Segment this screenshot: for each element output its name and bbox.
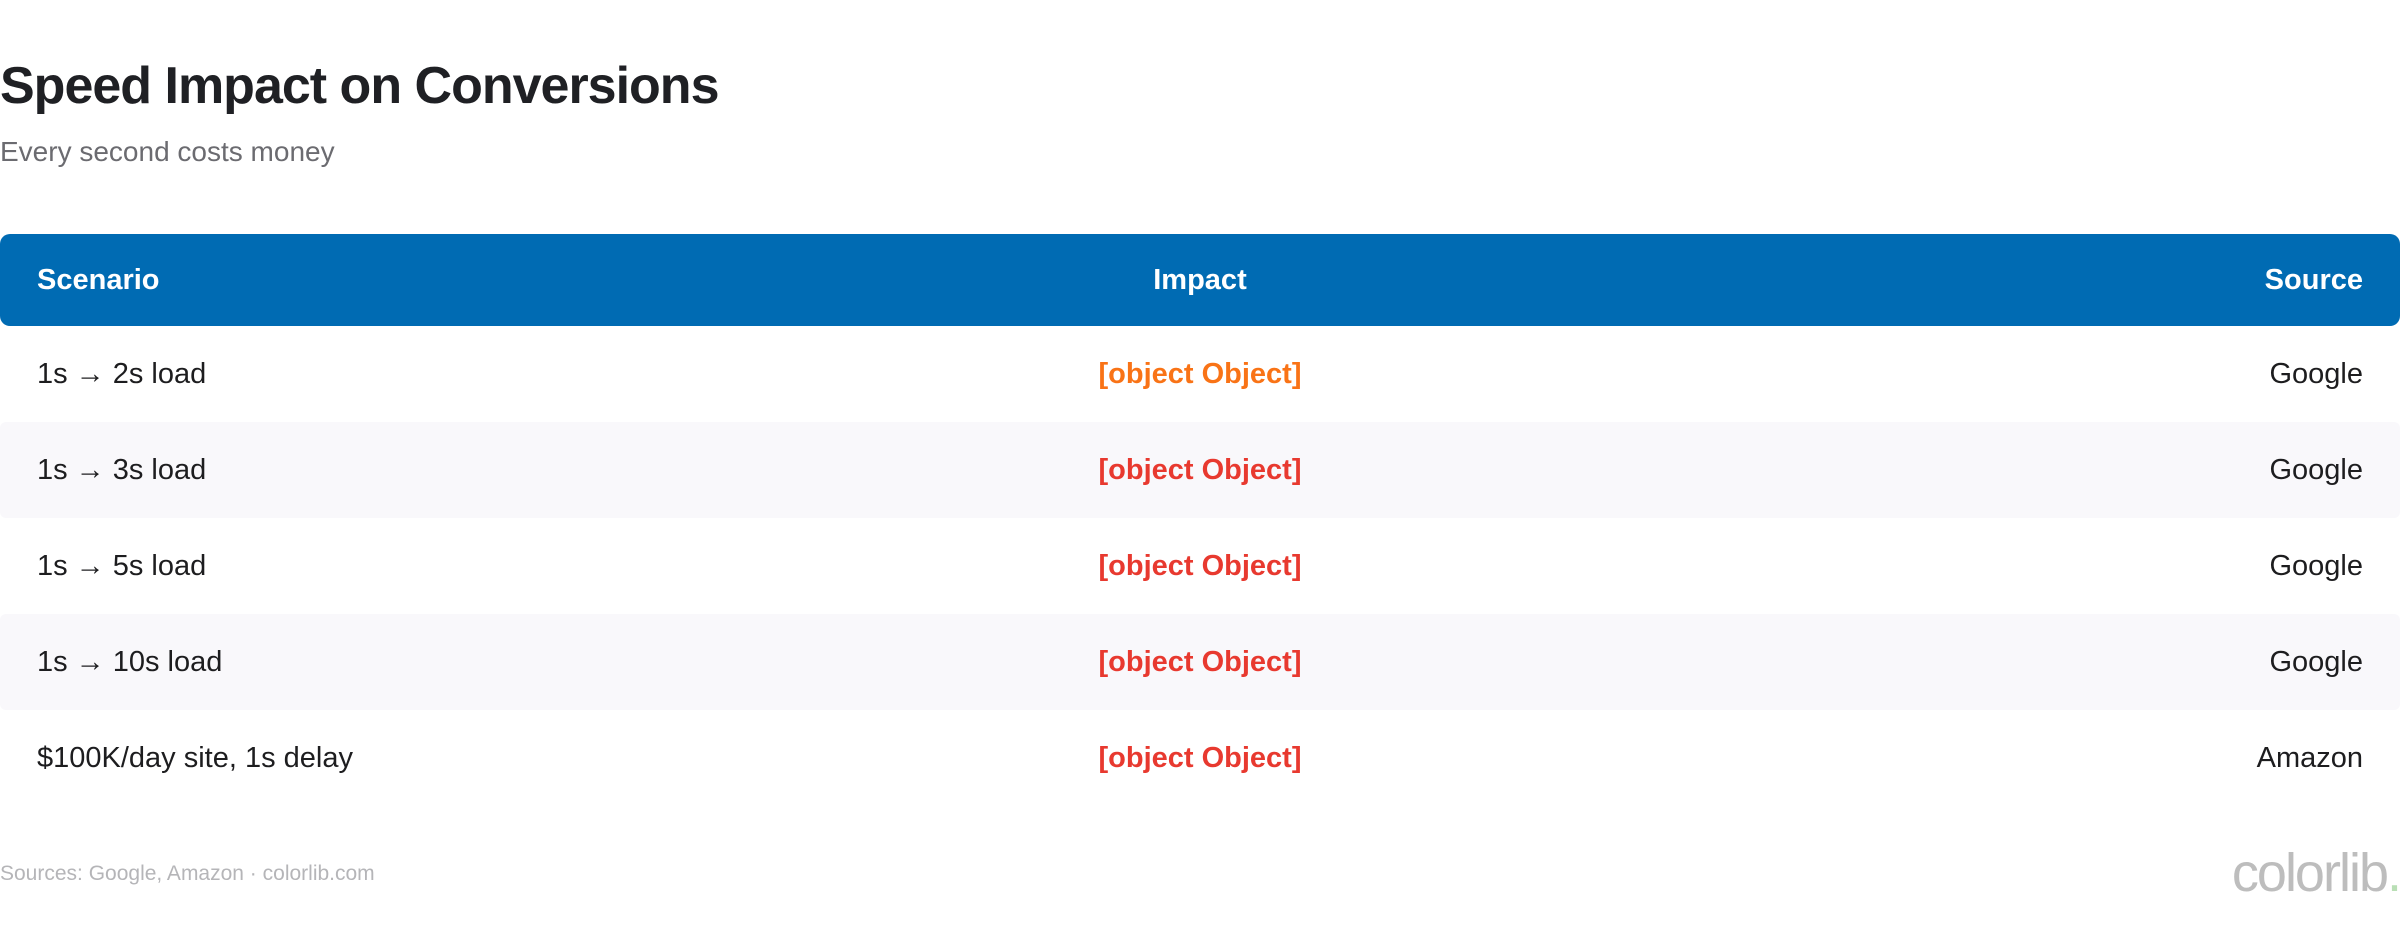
table-header: Scenario Impact Source: [0, 234, 2400, 326]
cell-impact: [object Object]: [1098, 645, 1302, 678]
table-row: 1s → 10s load [object Object] Google: [0, 614, 2400, 710]
cell-source: Google: [2269, 357, 2363, 390]
cell-impact: [object Object]: [1098, 741, 1302, 774]
cell-source: Google: [2269, 549, 2363, 582]
header-source: Source: [2264, 263, 2363, 296]
cell-scenario: 1s → 2s load: [37, 357, 207, 390]
page-subtitle: Every second costs money: [0, 136, 335, 167]
table-row: 1s → 2s load [object Object] Google: [0, 326, 2400, 422]
cell-source: Amazon: [2256, 741, 2363, 774]
cell-source: Google: [2269, 453, 2363, 486]
impact-table: Scenario Impact Source 1s → 2s load [obje…: [0, 234, 2400, 806]
footer-sources: Sources: Google, Amazon · colorlib.com: [0, 862, 375, 885]
cell-source: Google: [2269, 645, 2363, 678]
cell-scenario: 1s → 10s load: [37, 645, 223, 678]
colorlib-logo: colorlib.: [2232, 842, 2400, 904]
cell-impact: [object Object]: [1098, 453, 1302, 486]
cell-impact: [object Object]: [1098, 357, 1302, 390]
table-row: $100K/day site, 1s delay [object Object] A…: [0, 710, 2400, 806]
table-row: 1s → 3s load [object Object] Google: [0, 422, 2400, 518]
cell-scenario: 1s → 5s load: [37, 549, 207, 582]
logo-dot: .: [2386, 843, 2400, 903]
cell-impact: [object Object]: [1098, 549, 1302, 582]
cell-scenario: 1s → 3s load: [37, 453, 207, 486]
page-title: Speed Impact on Conversions: [0, 57, 719, 115]
header-impact: Impact: [1153, 263, 1247, 296]
table-row: 1s → 5s load [object Object] Google: [0, 518, 2400, 614]
header-scenario: Scenario: [37, 263, 160, 296]
logo-text: colorlib: [2231, 843, 2389, 903]
cell-scenario: $100K/day site, 1s delay: [37, 741, 353, 774]
